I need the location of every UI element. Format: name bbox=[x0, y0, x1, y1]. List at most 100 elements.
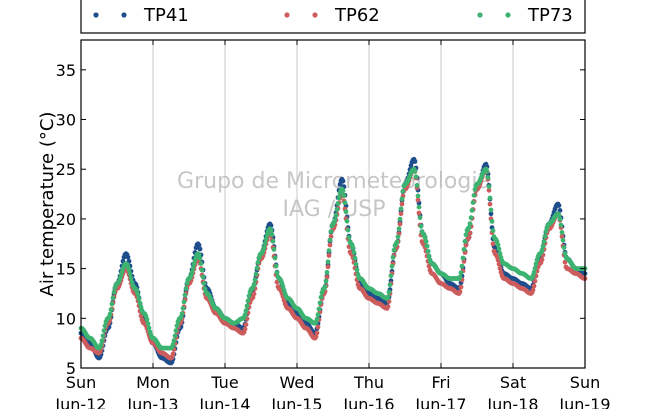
x-axis: Sun Jun-12 Mon Jun-13 Tue Jun-14 Wed Jun-15 Thu J… bbox=[54, 40, 611, 409]
data-point bbox=[197, 255, 203, 261]
data-point bbox=[399, 196, 405, 202]
data-point bbox=[457, 289, 463, 295]
data-point bbox=[109, 301, 115, 307]
data-point bbox=[315, 324, 321, 330]
data-point bbox=[413, 174, 419, 180]
data-point bbox=[399, 201, 405, 207]
data-point bbox=[388, 273, 394, 279]
data-point bbox=[531, 269, 537, 275]
y-tick-label: 25 bbox=[56, 160, 76, 179]
data-point bbox=[171, 338, 177, 344]
y-tick-label: 15 bbox=[56, 260, 76, 279]
data-point bbox=[412, 168, 418, 174]
data-point bbox=[341, 193, 347, 198]
data-point bbox=[423, 238, 429, 244]
data-point bbox=[415, 193, 421, 199]
legend-marker bbox=[505, 12, 511, 18]
data-point bbox=[340, 178, 346, 184]
data-point bbox=[243, 322, 249, 327]
data-point bbox=[173, 328, 179, 333]
data-point bbox=[486, 184, 492, 190]
x-tick-label-date: Jun-16 bbox=[342, 395, 394, 409]
data-point bbox=[532, 265, 538, 271]
data-point bbox=[424, 243, 430, 249]
data-point bbox=[400, 188, 406, 194]
data-point bbox=[487, 195, 493, 201]
x-tick-label-day: Sun bbox=[66, 373, 96, 392]
data-point bbox=[345, 227, 351, 233]
data-point bbox=[539, 257, 545, 262]
data-point bbox=[556, 212, 562, 218]
data-point bbox=[466, 225, 472, 230]
plot-frame bbox=[80, 39, 586, 369]
data-point bbox=[385, 304, 391, 309]
data-point bbox=[416, 210, 422, 216]
legend-marker bbox=[312, 12, 318, 18]
data-point bbox=[317, 300, 323, 306]
data-point bbox=[125, 254, 131, 260]
data-point bbox=[110, 295, 116, 301]
data-point bbox=[387, 282, 393, 288]
data-point bbox=[272, 255, 278, 261]
data-point bbox=[101, 328, 107, 333]
data-point bbox=[561, 245, 567, 250]
data-point bbox=[244, 303, 250, 309]
data-point bbox=[352, 255, 358, 261]
data-point bbox=[418, 223, 424, 229]
data-point bbox=[396, 226, 402, 232]
data-point bbox=[196, 242, 202, 248]
data-point bbox=[490, 228, 496, 234]
data-point bbox=[144, 317, 150, 322]
x-tick-label-date: Jun-15 bbox=[270, 395, 322, 409]
data-point bbox=[398, 206, 404, 212]
data-point bbox=[271, 247, 277, 252]
x-tick-label-day: Wed bbox=[280, 373, 315, 392]
data-point bbox=[170, 342, 176, 347]
x-tick-label-date: Jun-13 bbox=[126, 395, 178, 409]
plot-area: Grupo de Micrometeorologia IAG / USP bbox=[78, 39, 588, 369]
data-point bbox=[126, 267, 132, 273]
data-point bbox=[190, 265, 196, 271]
data-point bbox=[98, 342, 104, 347]
data-point bbox=[137, 300, 143, 306]
legend-label: TP73 bbox=[527, 5, 573, 26]
data-point bbox=[274, 270, 280, 276]
x-tick-label-day: Sun bbox=[570, 373, 600, 392]
data-point bbox=[111, 289, 117, 295]
data-point bbox=[242, 312, 248, 318]
data-point bbox=[397, 221, 403, 227]
data-point bbox=[461, 247, 467, 252]
data-point bbox=[327, 237, 333, 243]
y-tick-label: 30 bbox=[56, 111, 76, 130]
data-point bbox=[497, 251, 503, 256]
series-layer bbox=[78, 156, 588, 366]
data-point bbox=[315, 312, 321, 317]
data-point bbox=[325, 264, 331, 270]
data-point bbox=[334, 207, 340, 212]
data-point bbox=[559, 230, 565, 235]
data-point bbox=[344, 218, 350, 224]
legend-item-TP73: TP73 bbox=[477, 5, 573, 26]
data-point bbox=[488, 207, 494, 213]
data-point bbox=[313, 334, 319, 340]
data-point bbox=[174, 323, 180, 329]
data-point bbox=[496, 261, 502, 267]
data-point bbox=[343, 209, 349, 215]
data-point bbox=[467, 221, 473, 227]
data-point bbox=[326, 248, 332, 254]
data-point bbox=[269, 232, 275, 238]
data-point bbox=[135, 292, 141, 298]
data-point bbox=[242, 326, 248, 332]
data-point bbox=[495, 242, 501, 248]
data-point bbox=[183, 286, 189, 291]
plot-background bbox=[81, 40, 585, 368]
data-point bbox=[107, 311, 113, 317]
data-point bbox=[326, 253, 332, 258]
data-point bbox=[99, 338, 105, 344]
data-point bbox=[328, 229, 334, 234]
data-point bbox=[172, 333, 178, 339]
data-point bbox=[557, 216, 563, 222]
y-axis-label: Air temperature (°C) bbox=[37, 112, 58, 297]
data-point bbox=[460, 255, 466, 261]
data-point bbox=[201, 281, 207, 286]
